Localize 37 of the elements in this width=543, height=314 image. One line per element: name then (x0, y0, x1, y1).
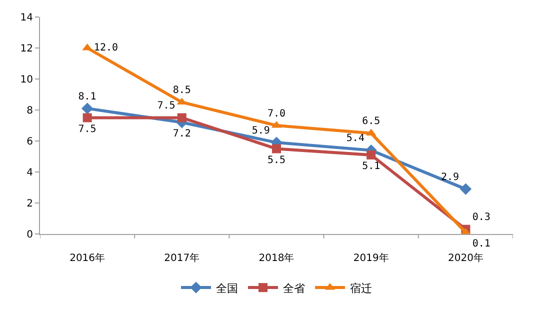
data-label: 5.9 (252, 125, 270, 136)
point (366, 150, 376, 160)
y-tick-label: 8 (26, 106, 33, 116)
legend-label: 宿迁 (350, 282, 372, 295)
data-label: 7.5 (78, 124, 96, 135)
data-label: 8.1 (78, 91, 96, 102)
data-label: 6.5 (362, 116, 380, 128)
x-tick-label: 2020年 (448, 252, 484, 264)
y-tick-label: 2 (26, 198, 33, 210)
data-label: 7.2 (172, 128, 191, 140)
data-label: 7.5 (157, 100, 176, 112)
point (272, 144, 281, 154)
data-label: 12.0 (94, 42, 118, 54)
legend-label: 全省 (283, 282, 305, 295)
point (177, 113, 186, 122)
x-tick-label: 2019年 (353, 252, 389, 264)
data-label: 0.1 (472, 238, 490, 250)
x-tick-label: 2017年 (164, 252, 200, 264)
data-label: 5.4 (346, 133, 364, 144)
data-label: 5.5 (267, 154, 286, 166)
data-label: 2.9 (441, 172, 460, 183)
point (460, 183, 472, 195)
data-label: 0.3 (472, 212, 490, 224)
y-tick-label: 6 (26, 136, 33, 148)
y-tick-label: 12 (20, 44, 33, 54)
point (81, 102, 94, 114)
y-tick-label: 14 (20, 12, 33, 24)
legend-label: 全国 (216, 282, 238, 295)
x-tick-label: 2016年 (70, 252, 106, 264)
data-label: 5.1 (362, 161, 380, 172)
y-tick-label: 4 (26, 168, 33, 178)
x-tick-label: 2018年 (258, 252, 294, 264)
point (82, 113, 92, 122)
data-label: 7.0 (267, 108, 286, 120)
data-label: 8.5 (172, 85, 191, 96)
y-tick-label: 0 (26, 230, 33, 240)
y-tick-label: 10 (20, 74, 33, 86)
